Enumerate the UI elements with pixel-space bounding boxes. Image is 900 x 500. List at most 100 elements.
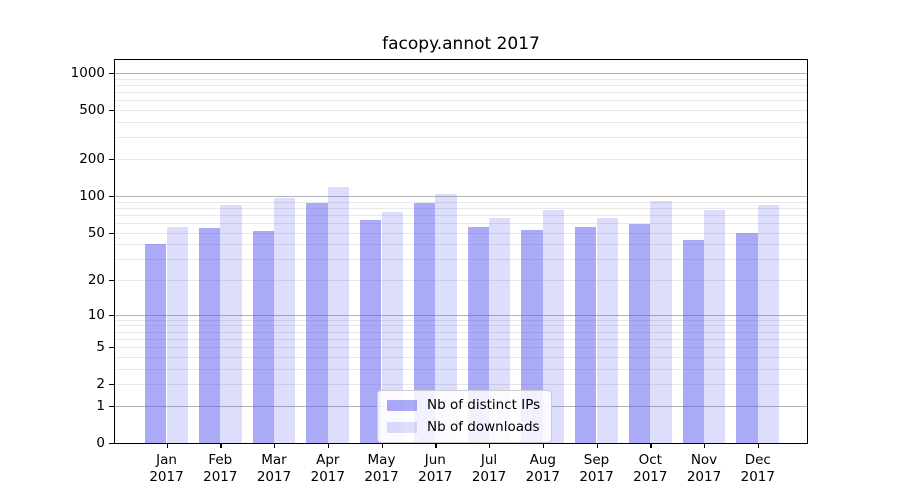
y-tick-label: 2 bbox=[96, 376, 105, 393]
minor-gridline bbox=[115, 368, 807, 370]
x-tick bbox=[166, 443, 168, 448]
y-tick bbox=[109, 443, 115, 445]
bar-downloads bbox=[704, 210, 726, 443]
x-tick bbox=[381, 443, 383, 448]
minor-gridline bbox=[115, 137, 807, 139]
x-tick-label-year: 2017 bbox=[310, 469, 345, 485]
bar-downloads bbox=[220, 205, 242, 443]
bar-distinct-ips bbox=[198, 228, 221, 443]
legend-swatch-downloads bbox=[387, 421, 417, 433]
legend: Nb of distinct IPs Nb of downloads bbox=[377, 390, 553, 443]
x-tick-label-year: 2017 bbox=[740, 469, 775, 485]
minor-gridline bbox=[115, 201, 807, 203]
x-tick-label-month: Aug bbox=[529, 452, 556, 468]
bar-downloads bbox=[327, 187, 350, 443]
y-tick bbox=[109, 347, 115, 349]
minor-gridline bbox=[115, 207, 807, 209]
minor-gridline bbox=[115, 244, 807, 246]
minor-gridline bbox=[115, 259, 807, 261]
x-tick-label-year: 2017 bbox=[525, 469, 560, 485]
x-tick-label-year: 2017 bbox=[418, 469, 453, 485]
bar-downloads bbox=[542, 209, 565, 443]
y-tick bbox=[109, 195, 115, 198]
y-tick bbox=[109, 73, 115, 75]
legend-item-distinct-ips: Nb of distinct IPs bbox=[387, 397, 540, 413]
y-tick-label: 20 bbox=[87, 272, 105, 288]
bar-downloads bbox=[166, 226, 188, 443]
y-tick bbox=[109, 314, 115, 316]
minor-gridline bbox=[115, 78, 807, 80]
bar-distinct-ips bbox=[467, 226, 489, 443]
x-tick bbox=[489, 443, 491, 448]
x-tick bbox=[274, 443, 276, 448]
x-tick-label-month: Jun bbox=[424, 452, 446, 468]
x-tick bbox=[596, 443, 598, 448]
x-tick-label-year: 2017 bbox=[633, 469, 668, 485]
legend-label-downloads: Nb of downloads bbox=[427, 419, 540, 435]
x-tick-label-month: Nov bbox=[690, 452, 718, 468]
bar-downloads bbox=[381, 211, 403, 443]
y-tick bbox=[109, 232, 115, 234]
minor-gridline bbox=[115, 325, 807, 327]
y-tick-label: 1000 bbox=[70, 65, 105, 81]
x-tick-label-month: Apr bbox=[316, 452, 340, 468]
minor-gridline bbox=[115, 338, 807, 340]
x-tick-label-year: 2017 bbox=[579, 469, 614, 485]
y-tick-label: 500 bbox=[79, 102, 105, 119]
bar-distinct-ips bbox=[145, 244, 167, 443]
x-tick-label-month: Jan bbox=[156, 452, 177, 468]
bars-layer bbox=[115, 60, 807, 443]
minor-gridline bbox=[115, 222, 807, 224]
x-tick-label-month: Mar bbox=[261, 452, 287, 468]
gridline-layer bbox=[115, 60, 807, 443]
bar-downloads bbox=[435, 193, 457, 443]
x-tick bbox=[650, 443, 652, 448]
x-tick-label-month: Feb bbox=[208, 452, 233, 468]
minor-gridline bbox=[115, 92, 807, 94]
major-gridline bbox=[115, 314, 807, 316]
x-tick bbox=[435, 443, 437, 448]
minor-gridline bbox=[115, 232, 807, 234]
minor-gridline bbox=[115, 214, 807, 216]
major-gridline bbox=[115, 73, 807, 74]
bar-distinct-ips bbox=[521, 230, 543, 443]
minor-gridline bbox=[115, 159, 807, 160]
minor-gridline bbox=[115, 280, 807, 281]
x-tick-label-month: Oct bbox=[638, 452, 662, 468]
x-tick bbox=[542, 443, 545, 448]
x-tick-label-month: Sep bbox=[583, 452, 610, 468]
x-tick-label-year: 2017 bbox=[149, 469, 184, 485]
minor-gridline bbox=[115, 319, 807, 321]
legend-item-downloads: Nb of downloads bbox=[387, 419, 540, 435]
bar-downloads bbox=[650, 200, 672, 443]
major-gridline bbox=[115, 195, 807, 197]
y-tick-label: 200 bbox=[79, 151, 105, 167]
x-tick bbox=[704, 443, 706, 448]
x-tick bbox=[220, 443, 222, 448]
x-tick-label-year: 2017 bbox=[364, 469, 399, 485]
y-tick bbox=[109, 280, 115, 282]
minor-gridline bbox=[115, 384, 807, 386]
legend-label-distinct-ips: Nb of distinct IPs bbox=[427, 397, 541, 413]
bar-downloads bbox=[489, 217, 511, 443]
y-tick-label: 100 bbox=[79, 187, 105, 204]
y-tick bbox=[109, 405, 115, 408]
minor-gridline bbox=[115, 110, 807, 112]
x-tick-label-year: 2017 bbox=[203, 469, 238, 485]
minor-gridline bbox=[115, 356, 807, 358]
x-tick-label-month: Jul bbox=[480, 452, 498, 468]
y-tick-label: 0 bbox=[96, 435, 105, 451]
x-tick bbox=[327, 443, 330, 448]
bar-distinct-ips bbox=[252, 231, 274, 443]
minor-gridline bbox=[115, 100, 807, 102]
y-tick-label: 50 bbox=[87, 224, 105, 241]
x-tick-label-year: 2017 bbox=[686, 469, 722, 485]
minor-gridline bbox=[115, 85, 807, 86]
y-tick bbox=[109, 384, 115, 386]
bar-distinct-ips bbox=[736, 232, 758, 443]
y-tick-label: 10 bbox=[87, 306, 105, 323]
bar-distinct-ips bbox=[413, 203, 436, 443]
minor-gridline bbox=[115, 122, 807, 123]
chart-title: facopy.annot 2017 bbox=[382, 34, 540, 54]
